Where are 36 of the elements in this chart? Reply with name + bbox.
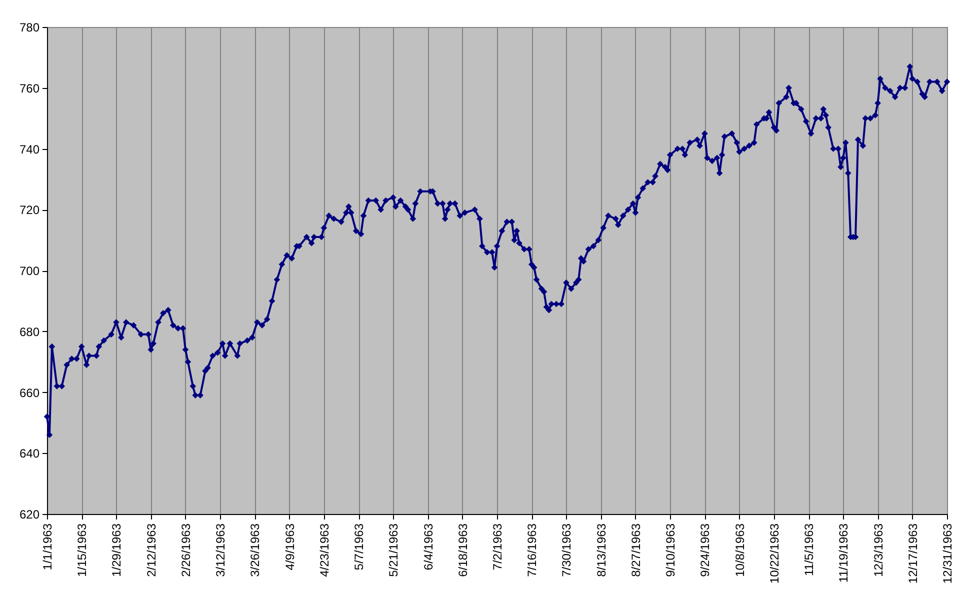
x-tick-label: 5/7/1963 — [352, 523, 366, 570]
x-tick-label: 1/15/1963 — [75, 523, 90, 577]
y-tick-label: 660 — [19, 386, 40, 400]
x-tick-label: 1/29/1963 — [110, 523, 124, 577]
y-tick-label: 720 — [19, 203, 40, 218]
x-tick-label: 5/21/1963 — [386, 523, 401, 577]
x-tick-label: 1/1/1963 — [40, 523, 54, 570]
y-tick-label: 780 — [19, 20, 40, 34]
x-tick-label: 11/5/1963 — [802, 523, 816, 576]
y-tick-label: 640 — [19, 446, 40, 461]
x-tick-label: 3/12/1963 — [214, 523, 228, 577]
x-tick-label: 10/22/1963 — [767, 523, 782, 584]
x-tick-label: 12/3/1963 — [871, 523, 886, 577]
x-tick-label: 3/26/1963 — [248, 523, 262, 577]
x-tick-label: 4/23/1963 — [317, 523, 332, 577]
x-tick-label: 7/2/1963 — [490, 523, 504, 570]
y-tick-label: 620 — [19, 508, 40, 522]
x-tick-label: 9/24/1963 — [698, 523, 712, 577]
x-tick-label: 12/17/1963 — [906, 523, 920, 584]
y-tick-label: 740 — [19, 142, 40, 156]
x-tick-label: 8/13/1963 — [594, 523, 608, 577]
x-tick-label: 6/4/1963 — [421, 523, 436, 570]
y-tick-label: 700 — [19, 264, 40, 278]
x-tick-label: 12/31/1963 — [940, 523, 954, 584]
x-tick-label: 10/8/1963 — [732, 523, 747, 577]
y-tick-label: 680 — [19, 324, 40, 339]
x-tick-label: 9/10/1963 — [664, 523, 678, 577]
x-tick-label: 4/9/1963 — [282, 523, 297, 570]
x-tick-label: 7/16/1963 — [525, 523, 540, 577]
y-tick-label: 760 — [19, 81, 40, 96]
x-tick-label: 2/26/1963 — [178, 523, 193, 577]
x-tick-label: 11/19/1963 — [836, 523, 851, 583]
x-tick-label: 8/27/1963 — [628, 523, 643, 577]
x-tick-label: 6/18/1963 — [456, 523, 470, 577]
x-tick-label: 7/30/1963 — [560, 523, 574, 577]
x-tick-label: 2/12/1963 — [144, 523, 158, 577]
